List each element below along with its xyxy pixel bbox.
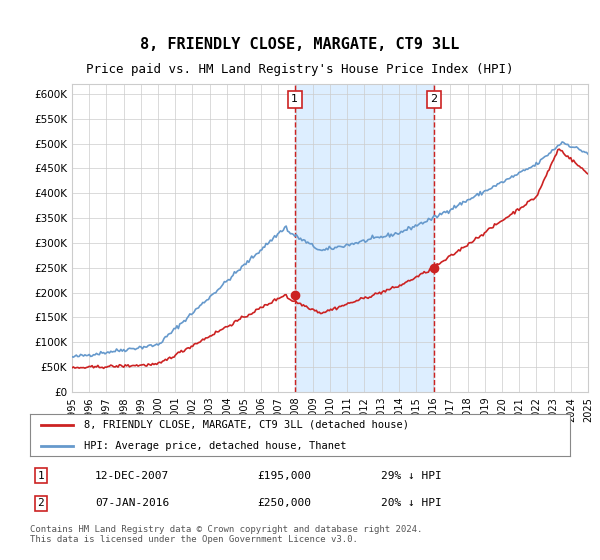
- Text: 1: 1: [37, 470, 44, 480]
- Text: 8, FRIENDLY CLOSE, MARGATE, CT9 3LL (detached house): 8, FRIENDLY CLOSE, MARGATE, CT9 3LL (det…: [84, 420, 409, 430]
- Text: Price paid vs. HM Land Registry's House Price Index (HPI): Price paid vs. HM Land Registry's House …: [86, 63, 514, 77]
- Text: 29% ↓ HPI: 29% ↓ HPI: [381, 470, 442, 480]
- Text: HPI: Average price, detached house, Thanet: HPI: Average price, detached house, Than…: [84, 441, 347, 451]
- Text: 20% ↓ HPI: 20% ↓ HPI: [381, 498, 442, 508]
- Bar: [295, 84, 434, 392]
- Text: 2: 2: [37, 498, 44, 508]
- Text: £250,000: £250,000: [257, 498, 311, 508]
- Text: £195,000: £195,000: [257, 470, 311, 480]
- Text: Contains HM Land Registry data © Crown copyright and database right 2024.
This d: Contains HM Land Registry data © Crown c…: [30, 525, 422, 544]
- Text: 12-DEC-2007: 12-DEC-2007: [95, 470, 169, 480]
- Text: 07-JAN-2016: 07-JAN-2016: [95, 498, 169, 508]
- Text: 1: 1: [291, 95, 298, 104]
- Text: 8, FRIENDLY CLOSE, MARGATE, CT9 3LL: 8, FRIENDLY CLOSE, MARGATE, CT9 3LL: [140, 38, 460, 52]
- Text: 2: 2: [430, 95, 437, 104]
